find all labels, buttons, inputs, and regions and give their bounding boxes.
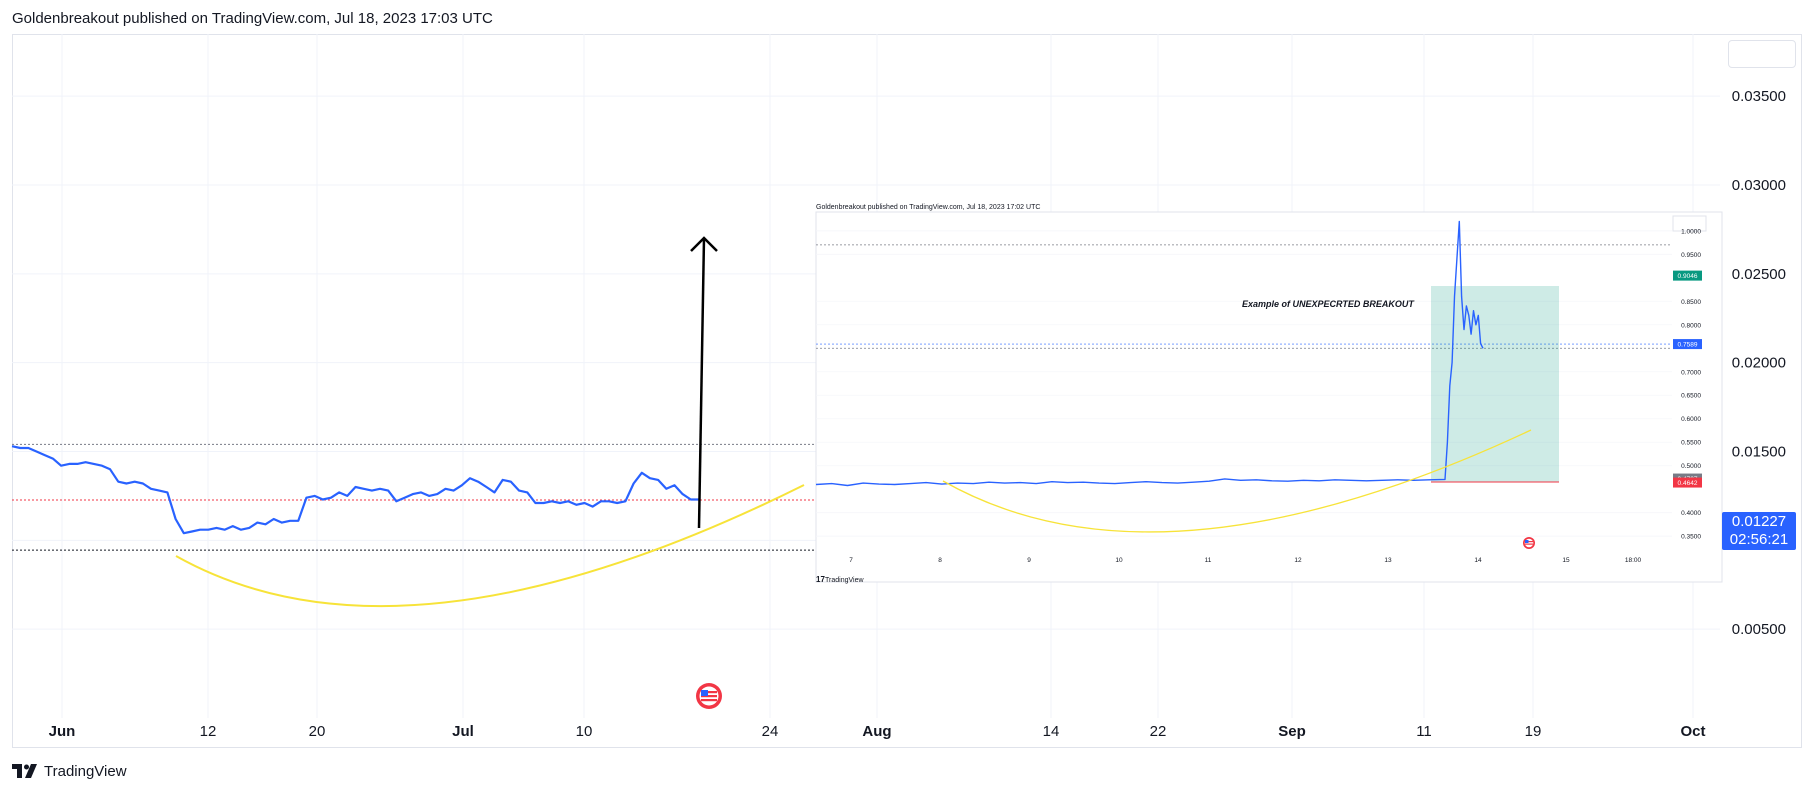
inset-price-tag-label: 0.9046 [1678, 273, 1698, 280]
inset-y-tick-label: 0.5000 [1681, 463, 1701, 470]
inset-y-tick-label: 0.9500 [1681, 252, 1701, 259]
inset-x-tick-label: 14 [1474, 557, 1482, 564]
inset-y-tick-label: 0.3500 [1681, 534, 1701, 541]
inset-y-tick-label: 0.8000 [1681, 322, 1701, 329]
x-axis: Jun 12 20 Jul 10 24 Aug 14 22 Sep 11 19 Oct [49, 723, 1706, 740]
inset-price-tag-label: 0.4642 [1678, 480, 1698, 487]
inset-brand-label: TradingView [825, 577, 864, 584]
inset-price-tag-label: 0.7589 [1678, 342, 1698, 349]
inset-x-tick-label: 7 [849, 557, 853, 564]
tradingview-logo-icon [12, 764, 37, 778]
inset-x-tick-label: 9 [1027, 557, 1031, 564]
x-tick-label: 11 [1416, 723, 1432, 740]
y-tick-label: 0.03000 [1732, 177, 1786, 194]
x-tick-label: Oct [1680, 723, 1705, 740]
inset-x-tick-label: 12 [1294, 557, 1302, 564]
inset-y-tick-label: 0.8500 [1681, 299, 1701, 306]
y-tick-label: 0.01500 [1732, 444, 1786, 461]
chart-toolbar-button[interactable] [1728, 40, 1796, 68]
x-tick-label: 20 [309, 723, 326, 740]
y-tick-label: 0.03500 [1732, 88, 1786, 105]
x-tick-label: 19 [1525, 723, 1542, 740]
price-line [11, 445, 699, 535]
inset-background [815, 211, 1723, 583]
inset-rounded-bottom-curve [942, 429, 1532, 533]
inset-toolbar-button[interactable] [1672, 215, 1707, 232]
inset-price-line [815, 220, 1484, 487]
inset-y-tick-label: 0.6500 [1681, 393, 1701, 400]
x-tick-label: 24 [762, 723, 779, 740]
inset-y-tick-label: 0.7000 [1681, 369, 1701, 376]
rounded-bottom-curve [175, 484, 805, 608]
inset-brand: 17 TradingView [816, 575, 864, 584]
y-tick-label: 0.02000 [1732, 355, 1786, 372]
breakout-zone [1431, 286, 1559, 482]
y-axis: 0.035000.030000.025000.020000.015000.010… [1732, 88, 1786, 638]
inset-y-tick-label: 0.5500 [1681, 440, 1701, 447]
inset-brand-logo-icon: 17 [816, 575, 825, 584]
inset-y-tick-label: 0.6000 [1681, 416, 1701, 423]
inset-us-flag-icon[interactable] [1523, 537, 1535, 549]
breakout-arrow [690, 236, 718, 529]
inset-y-axis: 1.0000 0.9500 0.8500 0.8000 0.7000 0.6500 0.60… [1681, 228, 1701, 540]
x-tick-label: 10 [576, 723, 593, 740]
inset-x-tick-label: 15 [1562, 557, 1570, 564]
chart-frame[interactable] [12, 34, 1802, 748]
inset-x-tick-label: 18:00 [1625, 557, 1642, 564]
tradingview-logo[interactable]: TradingView [12, 760, 127, 782]
x-tick-label: Jun [49, 723, 76, 740]
reference-lines [12, 443, 1720, 551]
x-tick-label: 22 [1150, 723, 1167, 740]
inset-price-tag [1673, 270, 1702, 281]
y-tick-label: 0.00500 [1732, 621, 1786, 638]
arrow-shaft [697, 237, 706, 529]
x-tick-label: Jul [452, 723, 474, 740]
us-flag-icon[interactable] [696, 683, 722, 709]
last-price-value: 0.01227 [1731, 513, 1787, 530]
inset-y-tick-label: 0.4000 [1681, 510, 1701, 517]
inset-x-tick-label: 13 [1384, 557, 1392, 564]
inset-price-tag [1673, 339, 1702, 350]
arrow-head [690, 236, 718, 252]
inset-x-tick-label: 8 [938, 557, 942, 564]
x-tick-label: Aug [862, 723, 891, 740]
inset-x-tick-label: 11 [1205, 557, 1212, 564]
y-tick-label: 0.02500 [1732, 266, 1786, 283]
inset-chart: Goldenbreakout published on TradingView.… [815, 204, 1723, 584]
inset-reference-lines [816, 244, 1672, 349]
main-price-series [11, 445, 699, 535]
last-price-tag: 0.01227 02:56:21 [1722, 512, 1796, 550]
x-tick-label: 14 [1043, 723, 1060, 740]
x-tick-label: Sep [1278, 723, 1306, 740]
inset-x-tick-label: 10 [1115, 557, 1123, 564]
inset-grid [816, 230, 1672, 537]
countdown-timer: 02:56:21 [1729, 531, 1789, 548]
x-tick-label: 12 [200, 723, 217, 740]
inset-title: Example of UNEXPECRTED BREAKOUT [1242, 299, 1415, 309]
inset-price-tag [1673, 477, 1702, 488]
publisher-header: Goldenbreakout published on TradingView.… [12, 10, 493, 27]
inset-x-axis: 7 8 9 10 11 12 13 14 15 18:00 [849, 557, 1641, 564]
tradingview-logo-text: TradingView [44, 762, 127, 780]
inset-header: Goldenbreakout published on TradingView.… [816, 204, 1040, 211]
inset-price-series [815, 220, 1484, 487]
inset-y-tick-label: 1.0000 [1681, 228, 1701, 235]
